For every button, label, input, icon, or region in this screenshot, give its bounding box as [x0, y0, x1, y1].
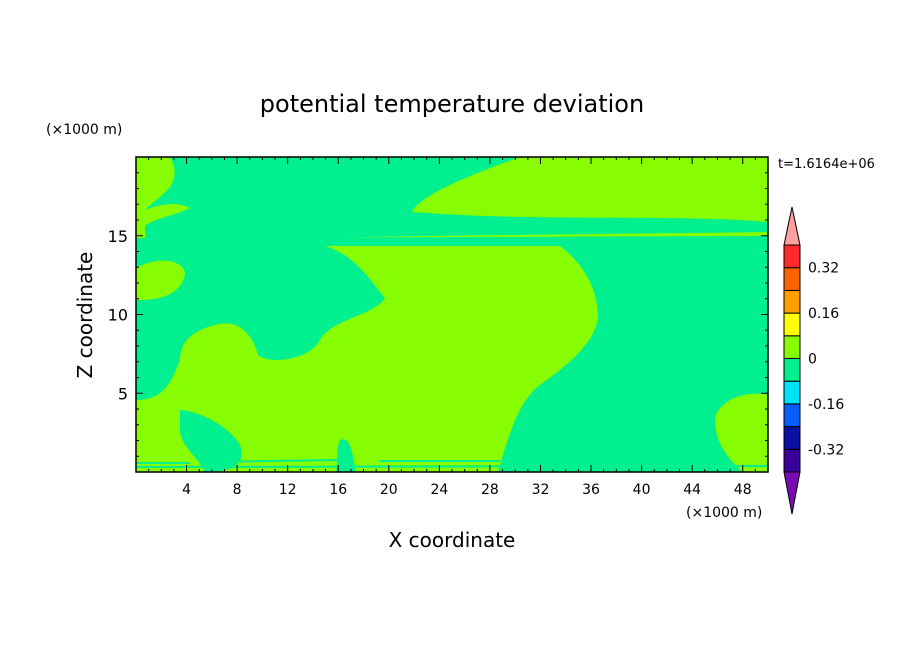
x-tick-label: 4: [182, 482, 191, 498]
colorbar-over-triangle: [783, 206, 801, 246]
x-tick-label: 24: [430, 482, 448, 498]
time-label: t=1.6164e+06: [778, 157, 875, 172]
contour-band-mid: [136, 236, 768, 246]
colorbar-level: [783, 267, 801, 291]
colorbar-level: [783, 335, 801, 359]
colorbar-label: -0.16: [808, 397, 844, 413]
colorbar-level: [783, 244, 801, 269]
y-tick-label: 5: [118, 384, 128, 403]
x-tick-label: 36: [582, 482, 600, 498]
colorbar-level: [783, 448, 801, 473]
x-axis-label: X coordinate: [389, 528, 516, 552]
contour-region-top: [145, 157, 768, 240]
colorbar-level: [783, 358, 801, 382]
colorbar-under-triangle: [783, 471, 801, 515]
x-tick-label: 44: [683, 482, 701, 498]
contour-field: [136, 157, 768, 472]
colorbar-level: [783, 426, 801, 450]
z-unit-label: (×1000 m): [46, 122, 122, 138]
colorbar-label: -0.32: [808, 442, 844, 458]
x-tick-label: 32: [532, 482, 550, 498]
y-axis: 5 10 15: [108, 172, 768, 457]
x-tick-label: 16: [329, 482, 347, 498]
x-tick-label: 28: [481, 482, 499, 498]
colorbar-label: 0.32: [808, 261, 839, 277]
colorbar-label: 0: [808, 352, 817, 368]
contour-surface-band: [136, 459, 768, 468]
contour-region-bottom-spike: [336, 439, 356, 472]
x-tick-label: 40: [633, 482, 651, 498]
colorbar-level: [783, 403, 801, 428]
y-axis-label: Z coordinate: [73, 252, 97, 379]
colorbar-level: [783, 380, 801, 405]
x-tick-label: 20: [380, 482, 398, 498]
x-tick-label: 12: [279, 482, 297, 498]
contour-region-left: [136, 246, 385, 400]
colorbar-level: [783, 289, 801, 314]
contour-region-left-bump: [136, 260, 185, 300]
colorbar-label: 0.16: [808, 306, 839, 322]
contour-region-right-bump: [715, 393, 768, 472]
y-tick-label: 10: [108, 306, 128, 325]
x-tick-label: 8: [233, 482, 242, 498]
x-tick-label: 48: [734, 482, 752, 498]
chart-title: potential temperature deviation: [260, 90, 644, 118]
colorbar-level: [783, 312, 801, 337]
y-tick-label: 15: [108, 227, 128, 246]
x-axis: 4 8 12 16 20 24 28 32 36 40 44 48: [148, 157, 756, 498]
contour-region-right: [498, 246, 768, 472]
contour-region-bottom-left: [180, 410, 242, 472]
colorbar: 0.32 0.16 0 -0.16 -0.32: [783, 206, 844, 515]
x-unit-label: (×1000 m): [686, 505, 762, 521]
